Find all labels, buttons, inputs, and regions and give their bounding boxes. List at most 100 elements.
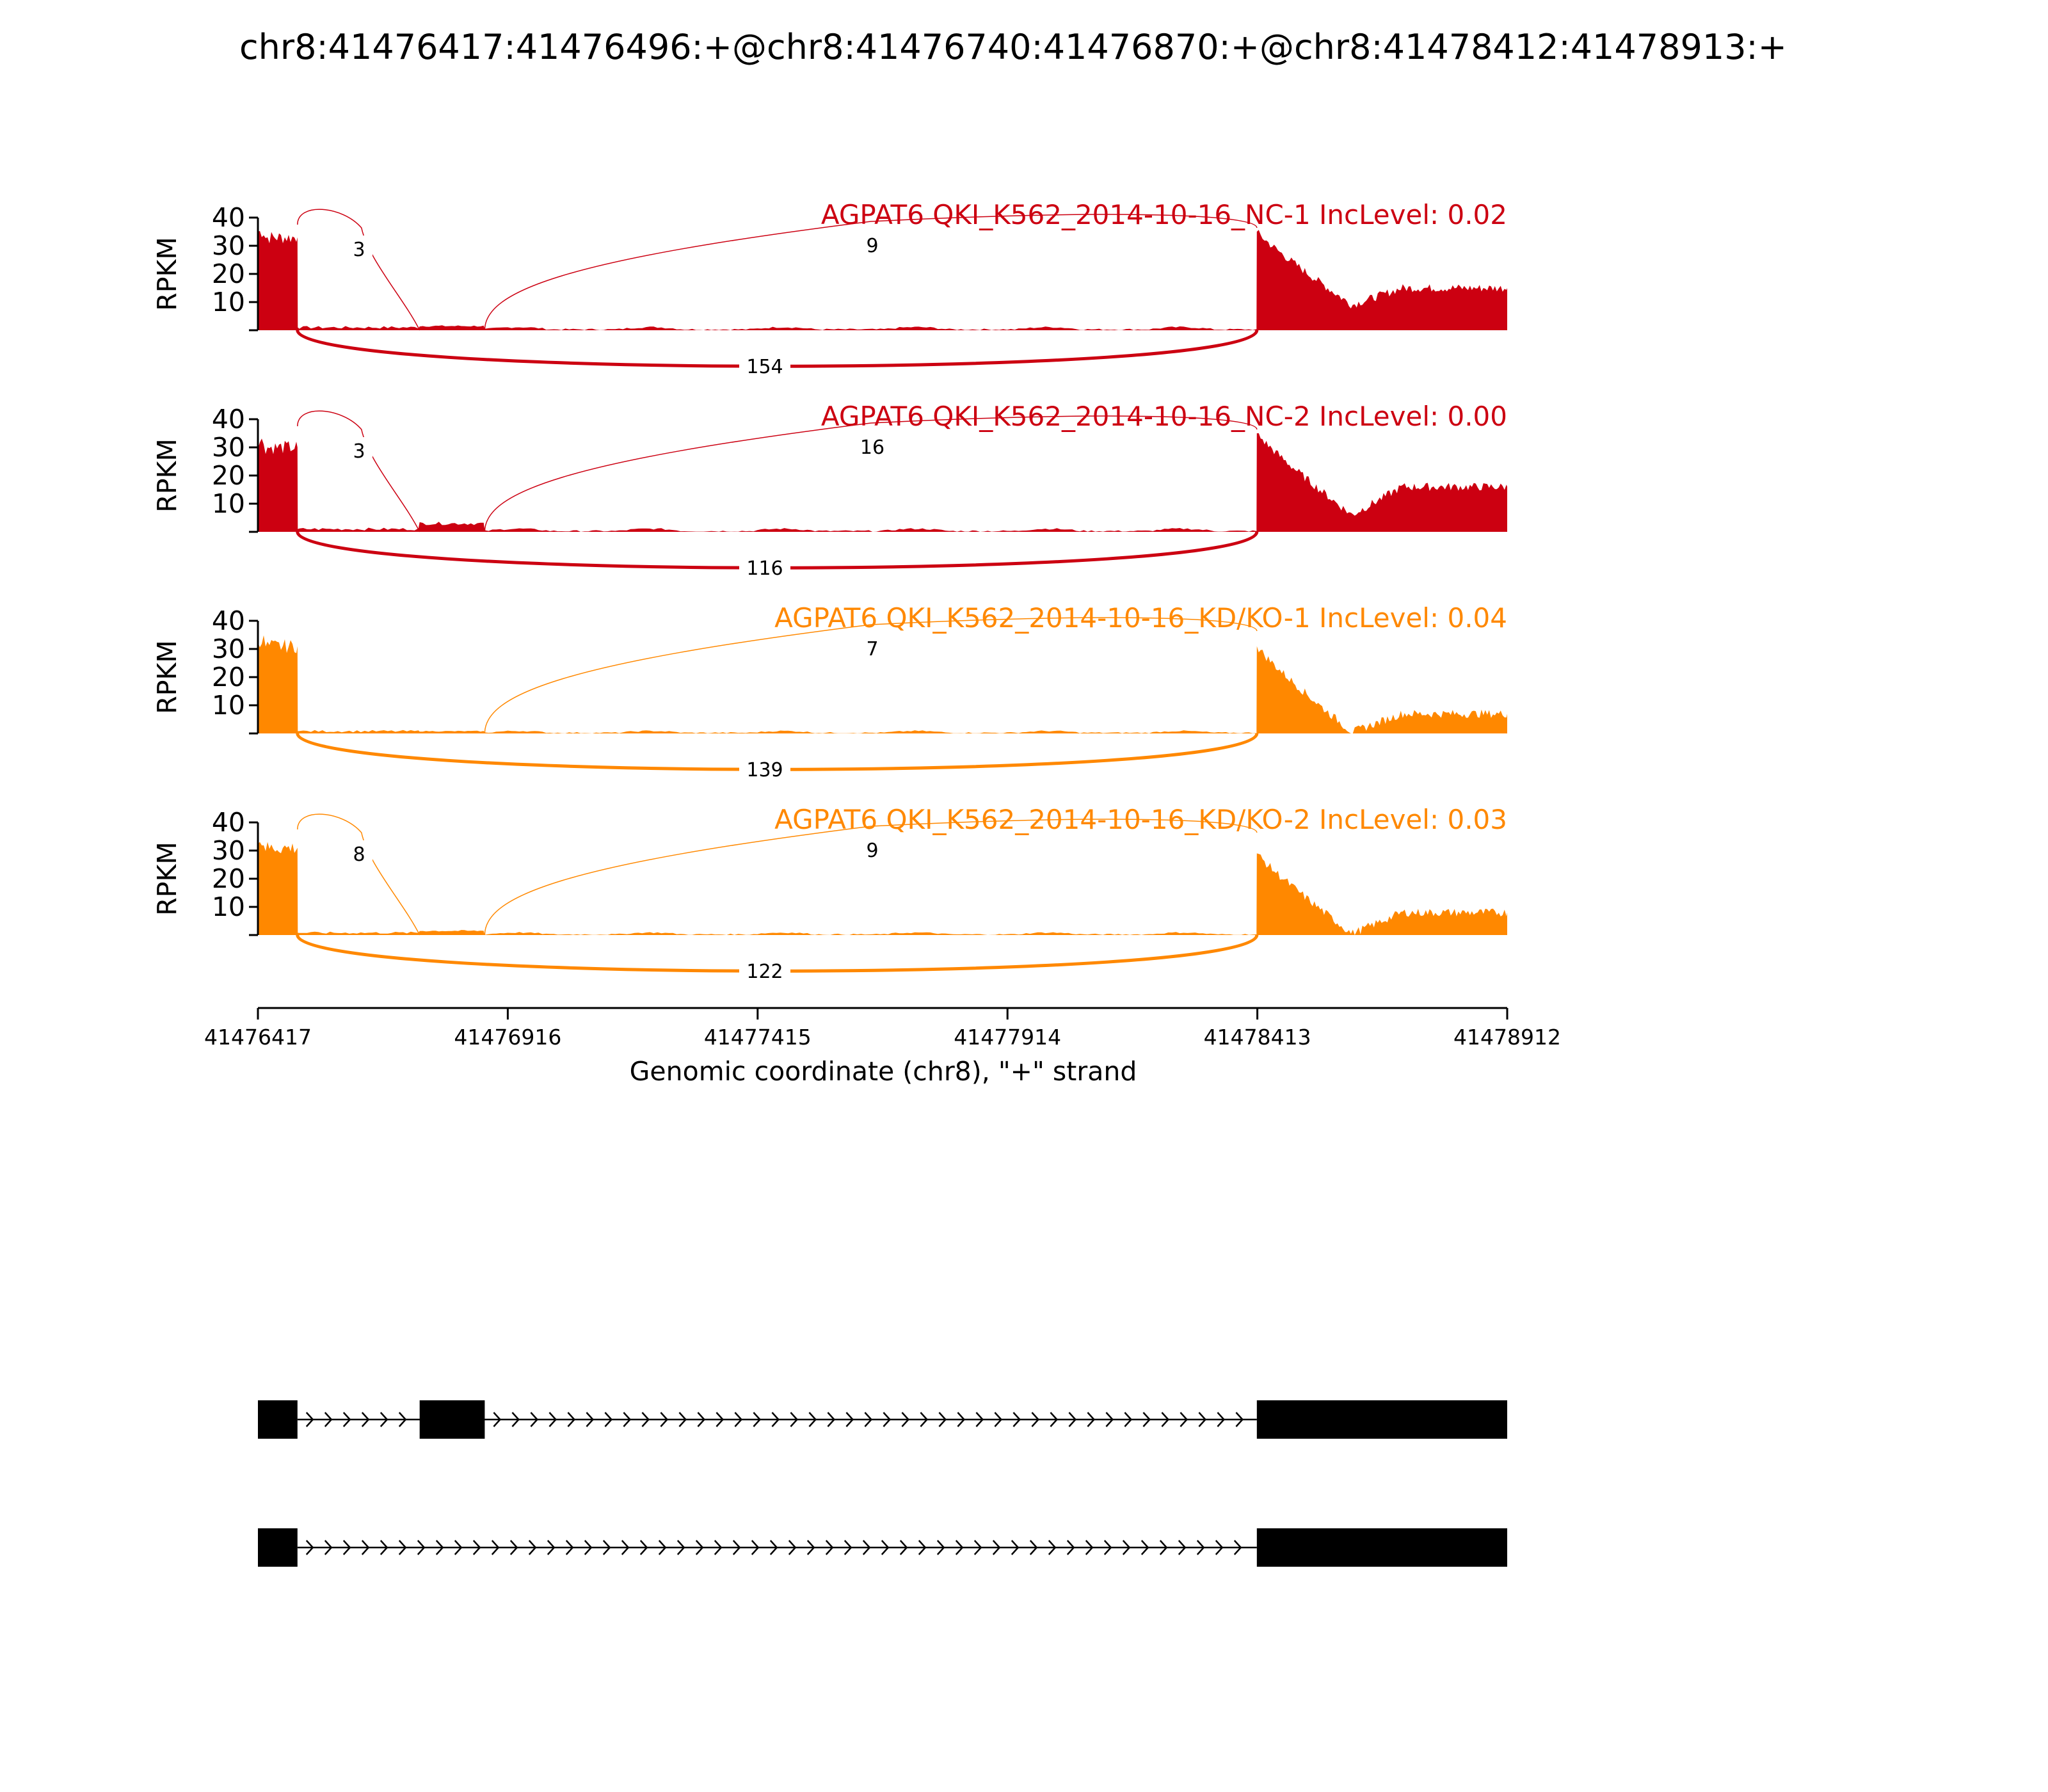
y-tick-label: 40 <box>212 807 245 838</box>
strand-arrow <box>992 1540 1001 1555</box>
strand-arrow <box>621 1540 630 1555</box>
strand-arrow <box>1066 1540 1075 1555</box>
strand-arrow <box>342 1540 351 1555</box>
x-tick-label: 41478912 <box>1453 1025 1561 1050</box>
junction-label-bg <box>346 437 372 463</box>
strand-arrow <box>901 1412 910 1427</box>
isoform-model <box>258 1528 1507 1567</box>
strand-arrow <box>1048 1540 1057 1555</box>
strand-arrow <box>658 1540 667 1555</box>
strand-arrow <box>957 1412 966 1427</box>
strand-arrow <box>1105 1412 1114 1427</box>
strand-arrow <box>639 1540 648 1555</box>
strand-arrow <box>602 1540 611 1555</box>
strand-arrow <box>1215 1540 1224 1555</box>
x-tick-label: 41477914 <box>954 1025 1061 1050</box>
junction-label-bg <box>346 236 372 261</box>
strand-arrow <box>1196 1540 1205 1555</box>
chart-title: chr8:41476417:41476496:+@chr8:41476740:4… <box>239 27 1787 67</box>
y-tick-label: 20 <box>212 259 245 289</box>
strand-arrow <box>844 1540 852 1555</box>
strand-arrow <box>530 1412 539 1427</box>
junction-label-bg <box>739 353 790 379</box>
junction-label-bg <box>739 958 790 984</box>
strand-arrow <box>324 1540 333 1555</box>
strand-arrow <box>716 1412 724 1427</box>
strand-arrow <box>1012 1412 1021 1427</box>
y-tick-label: 20 <box>212 460 245 491</box>
strand-arrow <box>1159 1540 1168 1555</box>
strand-arrow <box>790 1412 799 1427</box>
strand-arrow <box>1217 1412 1226 1427</box>
strand-arrow <box>1178 1540 1187 1555</box>
junction-count: 122 <box>746 961 783 983</box>
strand-arrow <box>305 1412 314 1427</box>
x-tick-label: 41478413 <box>1204 1025 1311 1050</box>
strand-arrow <box>1180 1412 1188 1427</box>
coverage-area <box>258 230 1507 330</box>
y-axis-label: RPKM <box>152 842 182 915</box>
y-tick-label: 40 <box>212 605 245 636</box>
strand-arrow <box>1087 1412 1096 1427</box>
y-tick-label: 30 <box>212 634 245 664</box>
strand-arrow <box>398 1540 407 1555</box>
junction-arc <box>484 415 1258 532</box>
strand-arrow <box>1233 1540 1242 1555</box>
strand-arrow <box>1140 1540 1149 1555</box>
strand-arrow <box>769 1540 778 1555</box>
strand-arrow <box>845 1412 854 1427</box>
y-axis-label: RPKM <box>152 438 182 512</box>
strand-arrow <box>586 1412 595 1427</box>
strand-arrow <box>641 1412 650 1427</box>
strand-arrow <box>881 1540 890 1555</box>
y-axis-label: RPKM <box>152 640 182 714</box>
junction-arc <box>484 819 1258 936</box>
strand-arrow <box>1124 1412 1133 1427</box>
exon-block <box>1256 1400 1507 1439</box>
junction-label-bg <box>739 756 790 782</box>
y-tick-label: 30 <box>212 432 245 463</box>
junction-count: 16 <box>860 436 884 459</box>
strand-arrow <box>938 1412 947 1427</box>
strand-arrow <box>567 1412 576 1427</box>
strand-arrow <box>808 1412 817 1427</box>
strand-arrow <box>676 1540 685 1555</box>
strand-arrow <box>584 1540 593 1555</box>
y-tick-label: 40 <box>212 202 245 233</box>
coverage-area <box>258 433 1507 532</box>
junction-arc <box>297 410 420 532</box>
strand-arrow <box>955 1540 964 1555</box>
junction-count: 9 <box>866 235 878 257</box>
junction-count: 7 <box>866 638 878 660</box>
strand-arrow <box>1011 1540 1020 1555</box>
strand-arrow <box>398 1412 407 1427</box>
strand-arrow <box>973 1540 982 1555</box>
y-tick-label: 10 <box>212 690 245 721</box>
y-tick-label: 10 <box>212 488 245 519</box>
strand-arrow <box>918 1540 927 1555</box>
junction-count: 154 <box>746 356 783 378</box>
coverage-area <box>258 635 1507 733</box>
junction-count: 9 <box>866 840 878 862</box>
strand-arrow <box>547 1540 556 1555</box>
isoform-model <box>258 1400 1507 1439</box>
strand-arrow <box>491 1540 500 1555</box>
strand-arrow <box>380 1540 388 1555</box>
exon-block <box>419 1400 485 1439</box>
exon-block <box>1256 1528 1507 1567</box>
junction-label-bg <box>853 636 892 662</box>
exon-block <box>258 1528 298 1567</box>
strand-arrow <box>435 1540 444 1555</box>
strand-arrow <box>788 1540 797 1555</box>
strand-arrow <box>454 1540 463 1555</box>
x-tick-label: 41477415 <box>704 1025 812 1050</box>
strand-arrow <box>883 1412 892 1427</box>
strand-arrow <box>864 1412 873 1427</box>
strand-arrow <box>380 1412 388 1427</box>
strand-arrow <box>695 1540 704 1555</box>
strand-arrow <box>324 1412 333 1427</box>
